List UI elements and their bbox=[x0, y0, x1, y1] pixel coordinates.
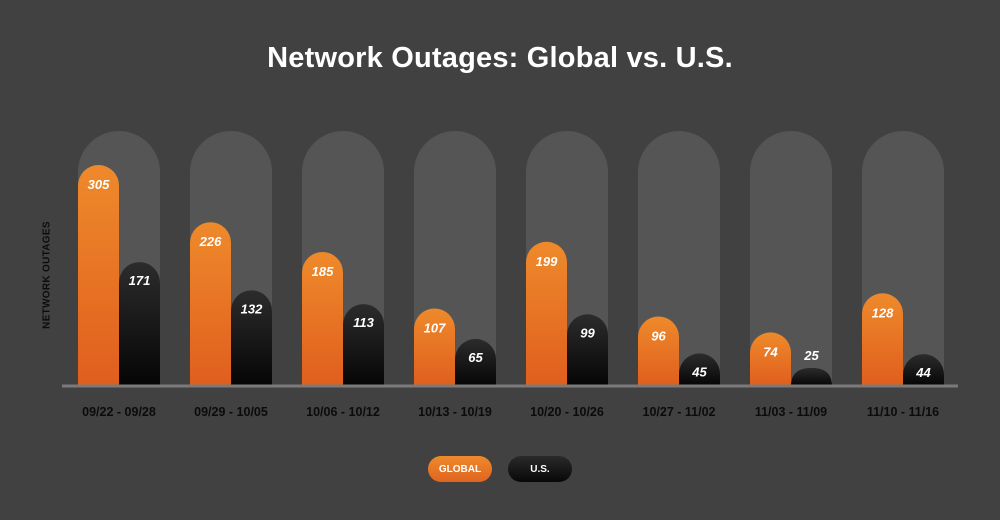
data-label-global: 96 bbox=[651, 328, 666, 343]
bar-us bbox=[455, 338, 496, 386]
bar-us bbox=[679, 353, 720, 386]
x-tick-label: 09/22 - 09/28 bbox=[82, 405, 156, 419]
data-label-us: 25 bbox=[803, 348, 819, 363]
bar-us bbox=[791, 367, 832, 386]
bar-global bbox=[862, 293, 903, 386]
bars bbox=[78, 165, 944, 386]
bar-us bbox=[343, 304, 384, 386]
bar-us bbox=[903, 354, 944, 386]
data-label-global: 107 bbox=[424, 320, 446, 335]
data-label-us: 132 bbox=[241, 301, 263, 316]
data-label-us: 65 bbox=[468, 350, 483, 365]
data-label-global: 199 bbox=[536, 254, 558, 269]
bar-global bbox=[526, 241, 567, 386]
x-tick-labels: 09/22 - 09/28 09/29 - 10/05 10/06 - 10/12 1… bbox=[82, 405, 939, 419]
bar-global bbox=[190, 222, 231, 386]
bar-us bbox=[231, 290, 272, 386]
data-label-us: 44 bbox=[915, 365, 931, 380]
bar-track bbox=[750, 131, 832, 386]
data-label-us: 113 bbox=[353, 315, 374, 330]
legend-global: GLOBAL bbox=[428, 456, 492, 482]
x-tick-label: 09/29 - 10/05 bbox=[194, 405, 268, 419]
bar-global bbox=[302, 251, 343, 386]
bar-us bbox=[567, 314, 608, 386]
data-label-us: 99 bbox=[580, 325, 595, 340]
data-label-global: 226 bbox=[199, 234, 222, 249]
x-tick-label: 10/13 - 10/19 bbox=[418, 405, 492, 419]
data-label-us: 45 bbox=[691, 364, 707, 379]
bar-us bbox=[119, 262, 160, 386]
data-label-global: 128 bbox=[872, 305, 894, 320]
data-label-global: 185 bbox=[312, 264, 334, 279]
data-label-us: 171 bbox=[129, 273, 151, 288]
data-label-global: 305 bbox=[88, 177, 110, 192]
x-tick-label: 11/10 - 11/16 bbox=[867, 405, 939, 419]
bar-global bbox=[750, 332, 791, 386]
bar-global bbox=[414, 308, 455, 386]
legend-us: U.S. bbox=[508, 456, 572, 482]
bar-global bbox=[78, 165, 119, 386]
chart-title: Network Outages: Global vs. U.S. bbox=[267, 42, 733, 74]
data-labels: 305 171 226 132 185 113 107 65 199 99 96 45 74 25 128 4… bbox=[88, 177, 932, 380]
x-tick-label: 10/27 - 11/02 bbox=[643, 405, 716, 419]
x-tick-label: 11/03 - 11/09 bbox=[755, 405, 827, 419]
x-tick-label: 10/06 - 10/12 bbox=[306, 405, 380, 419]
x-tick-label: 10/20 - 10/26 bbox=[530, 405, 604, 419]
bar-global bbox=[638, 316, 679, 386]
data-label-global: 74 bbox=[763, 344, 778, 359]
